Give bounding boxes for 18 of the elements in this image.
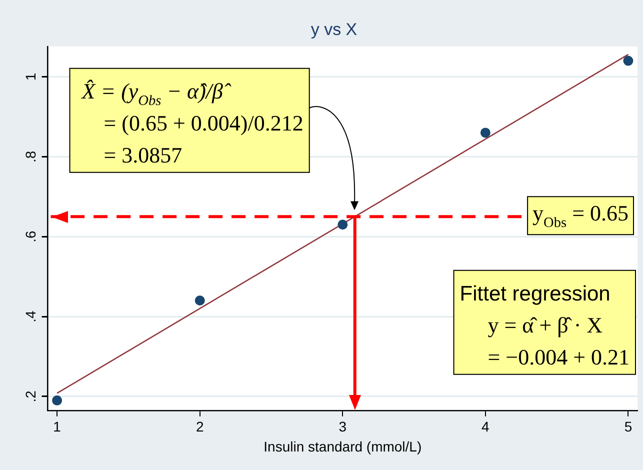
y-tick-label: .4 [22,310,39,322]
point [480,128,490,138]
x-tick-label: 2 [196,418,204,435]
x-tick-label: 5 [624,418,632,435]
x-tick-label: 4 [482,418,490,435]
annotation: Fittet regression y = α̂ + β̂ · X = −0.004 + 0.21 [460,282,630,370]
y-tick-label: .8 [22,150,39,163]
y-tick-label: .6 [22,230,39,242]
y-tick-label: .2 [22,390,39,402]
x-axis-title: Insulin standard (mmol/L) [264,438,422,454]
chart-title: y vs X [310,20,358,39]
x-tick-label: 1 [53,418,62,435]
point [338,220,348,230]
x-tick-label: 3 [338,418,347,435]
point [623,56,634,66]
point [52,395,62,406]
point [194,296,205,306]
y-tick-label: 1 [22,72,39,81]
